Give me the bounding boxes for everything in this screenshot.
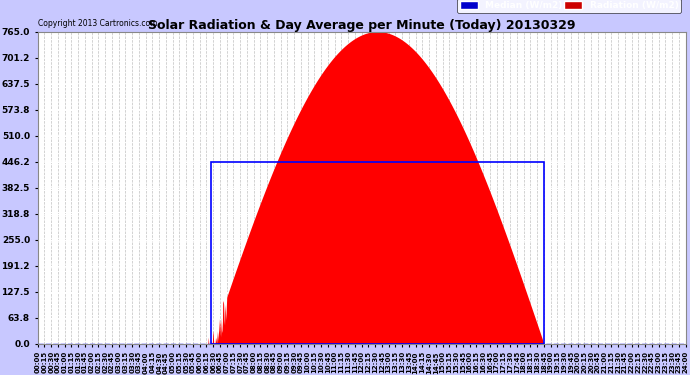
Legend: Median (W/m2), Radiation (W/m2): Median (W/m2), Radiation (W/m2): [457, 0, 681, 13]
Bar: [211, 162, 544, 344]
Text: Copyright 2013 Cartronics.com: Copyright 2013 Cartronics.com: [39, 19, 158, 28]
Title: Solar Radiation & Day Average per Minute (Today) 20130329: Solar Radiation & Day Average per Minute…: [148, 18, 575, 32]
